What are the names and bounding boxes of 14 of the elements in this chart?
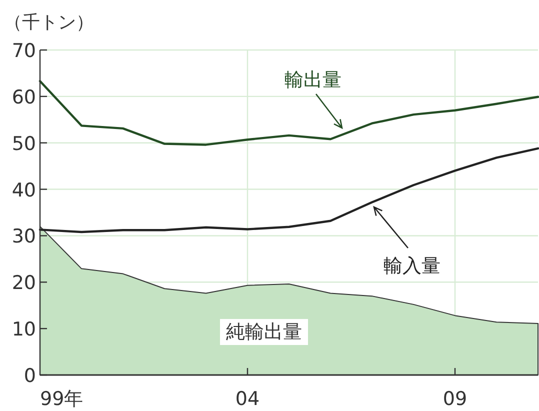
y-tick-label: 20 xyxy=(12,272,36,294)
series-label: 純輸出量 xyxy=(226,321,302,343)
y-tick-label: 50 xyxy=(12,132,36,155)
y-axis-title: （千トン） xyxy=(4,12,94,33)
y-tick-label: 0 xyxy=(24,365,36,387)
y-tick-label: 40 xyxy=(12,179,36,202)
line-series xyxy=(38,147,539,234)
y-tick-label: 10 xyxy=(12,318,36,341)
y-tick-label: 60 xyxy=(12,86,36,108)
y-tick-label: 30 xyxy=(12,226,36,248)
x-tick-label: 04 xyxy=(235,388,260,410)
y-tick-label: 70 xyxy=(12,40,36,62)
x-tick-label: 99年 xyxy=(40,388,84,410)
x-tick-label: 09 xyxy=(442,388,468,410)
